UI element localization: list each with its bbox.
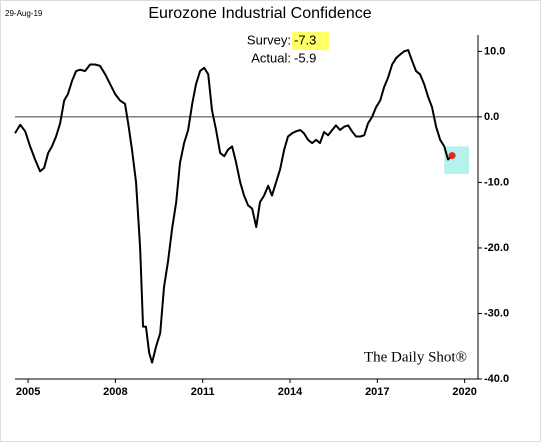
y-tick-label: -30.0 xyxy=(484,307,509,319)
annotation-value: -5.9 xyxy=(294,50,316,65)
line xyxy=(14,49,453,364)
date: 29-Aug-19 xyxy=(5,9,43,18)
x-tick-label: 2005 xyxy=(16,386,40,398)
annotation-label: Survey: xyxy=(247,32,291,47)
y-tick-label: 10.0 xyxy=(484,45,505,57)
x-tick-label: 2017 xyxy=(365,386,389,398)
x-tick-label: 2008 xyxy=(103,386,127,398)
x-tick-label: 2020 xyxy=(452,386,476,398)
watermark: The Daily Shot® xyxy=(364,349,467,365)
y-tick-label: 0.0 xyxy=(484,111,499,123)
last-point xyxy=(448,152,456,160)
annotation-label: Actual: xyxy=(251,50,291,65)
chart-title: Eurozone Industrial Confidence xyxy=(148,5,371,22)
annotation-value: -7.3 xyxy=(294,32,316,47)
x-tick-label: 2014 xyxy=(278,386,303,398)
annotation-highlight xyxy=(292,32,329,50)
y-tick-label: -40.0 xyxy=(484,373,509,385)
y-tick-label: -10.0 xyxy=(484,176,509,188)
x-tick-label: 2011 xyxy=(191,386,215,398)
y-tick-label: -20.0 xyxy=(484,242,509,254)
